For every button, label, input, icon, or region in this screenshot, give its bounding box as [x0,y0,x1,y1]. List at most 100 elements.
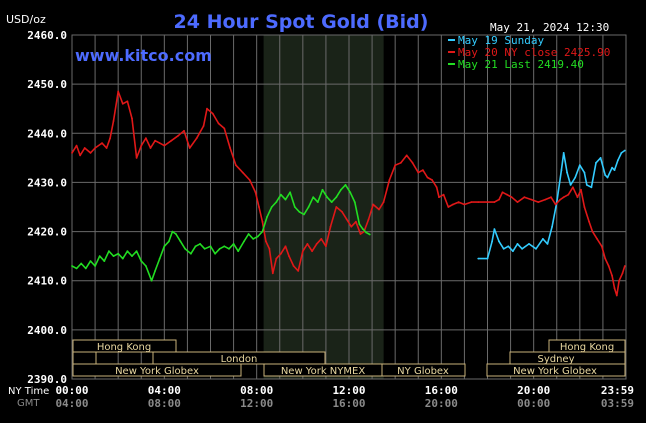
session-new-york-globex-2-label: New York Globex [513,366,597,377]
data-point [621,272,624,275]
session-ny-globex [381,363,466,377]
data-point [135,157,138,159]
data-point [175,233,177,235]
data-point [71,265,73,267]
data-point [171,230,174,233]
y-axis-ticks: 2460.0 2450.0 2440.0 2430.0 2420.0 2410.0 2400… [27,29,67,386]
data-point [206,107,208,110]
data-point [316,201,319,204]
data-point [292,265,295,267]
data-point [546,243,549,245]
data-point [321,188,324,191]
data-point [470,201,473,204]
data-point [109,137,111,140]
gmt-row-label: GMT [17,398,40,409]
y-tick-label: 2400.0 [27,324,67,337]
data-point [528,243,530,245]
legend-label-may21: May 21 Last 2419.40 [458,58,584,71]
data-point [368,233,371,236]
data-point [537,201,540,204]
data-point [289,191,291,194]
data-point [280,193,282,196]
data-point [83,147,86,149]
data-point [550,196,552,199]
series-may20 [71,90,626,297]
data-point [89,152,92,154]
data-point [604,174,607,177]
data-point [248,179,251,181]
data-point [131,255,133,257]
session-hong-kong-1 [72,339,177,353]
data-point [163,144,166,147]
data-point [311,250,313,253]
data-point [232,243,235,245]
data-point [223,245,226,248]
data-point [559,198,562,201]
data-point [301,250,304,253]
data-point [150,279,153,282]
data-point [195,137,198,140]
x-tick-gmt: 08:00 [148,397,181,410]
data-point [498,240,500,243]
session-hong-kong-1-label: Hong Kong [97,342,151,353]
legend-label-may20: May 20 NY close 2425.90 [458,46,610,59]
data-point [80,262,83,265]
data-point [447,206,450,208]
data-point [105,147,108,149]
y-tick-label: 2420.0 [27,226,67,239]
data-point [71,152,73,154]
x-tick-gmt: 04:00 [55,397,88,410]
data-point [235,164,237,167]
data-point [145,265,147,267]
data-point [452,203,454,206]
data-point [177,134,180,137]
x-tick-ny: 08:00 [240,384,273,397]
data-point [463,203,466,206]
data-point [75,267,78,270]
data-point [214,252,217,255]
data-point [307,206,310,208]
x-tick-gmt: 16:00 [332,397,365,410]
data-point [507,245,510,248]
data-point [595,161,597,164]
data-point [353,201,356,204]
y-tick-label: 2390.0 [27,373,67,386]
data-point [491,240,493,243]
x-tick-ny: 00:00 [55,384,88,397]
data-point [477,201,480,204]
session-london-start [72,351,97,365]
data-point [516,243,519,245]
data-point [501,191,504,194]
data-point [199,243,202,245]
data-point [335,206,338,208]
data-point [560,169,563,172]
data-point [241,171,244,174]
nymex-session-shade [263,35,384,379]
x-tick-gmt: 00:00 [517,397,550,410]
data-point [613,169,616,172]
data-point [237,250,240,253]
data-point [330,201,333,204]
x-tick-ny: 20:00 [517,384,550,397]
data-point [578,164,581,167]
data-point [606,176,609,179]
data-point [569,184,572,186]
data-point [329,225,332,228]
data-point [623,265,626,267]
data-point [275,257,278,260]
data-point [154,270,157,272]
session-hong-kong-2-label: Hong Kong [560,342,614,353]
data-point [521,247,523,250]
data-point [506,193,508,196]
data-point [218,247,221,250]
data-point [270,206,273,208]
data-point [344,184,347,186]
data-point [168,240,170,243]
data-point [562,152,565,154]
data-point [611,274,613,277]
x-tick-gmt: 12:00 [240,397,273,410]
session-sydney-label: Sydney [537,354,574,365]
data-point [254,191,257,194]
data-point [135,250,138,253]
